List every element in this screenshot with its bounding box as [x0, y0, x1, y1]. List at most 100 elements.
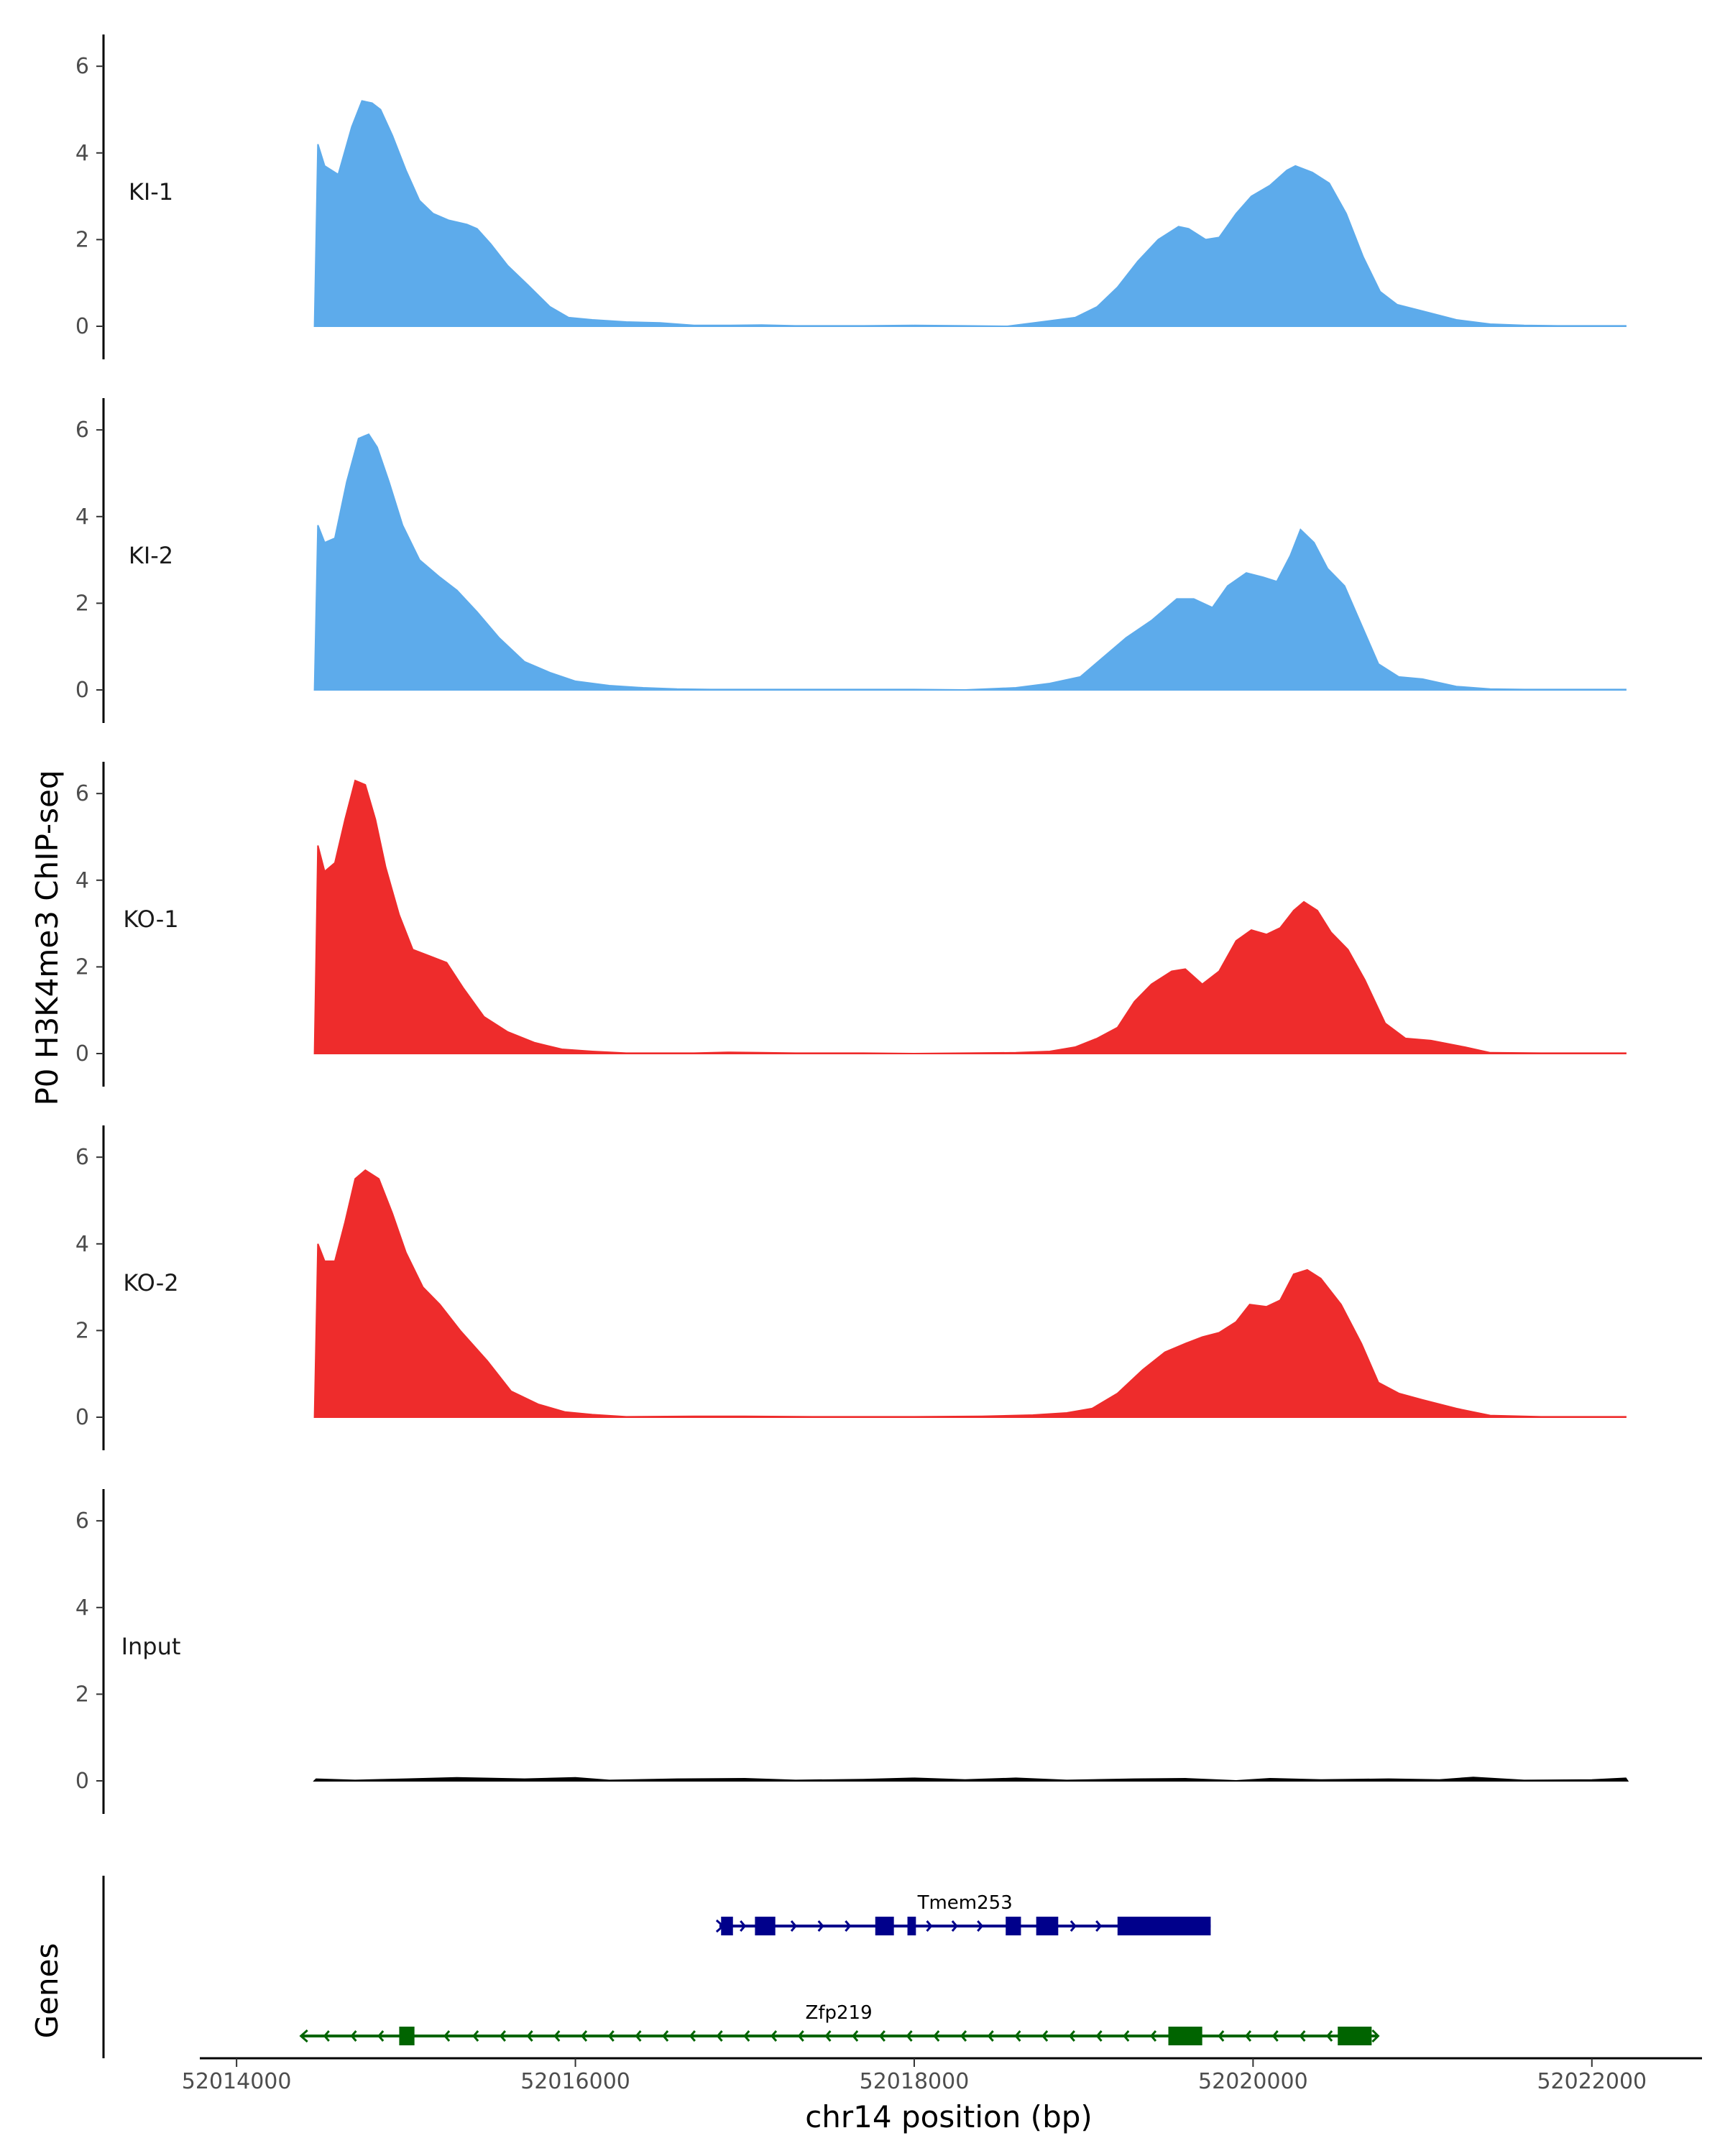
y-tick-label: 2 — [75, 591, 89, 616]
y-axis-title: P0 H3K4me3 ChIP-seq — [29, 770, 65, 1105]
strand-arrow — [852, 2030, 859, 2042]
strand-arrow — [987, 2030, 994, 2042]
strand-arrow — [1095, 2030, 1103, 2042]
strand-arrow — [1070, 1920, 1077, 1932]
y-tick-label: 0 — [75, 1041, 89, 1067]
strand-arrow — [689, 2030, 696, 2042]
x-tick-label: 52022000 — [1537, 2069, 1647, 2094]
strand-arrow — [635, 2030, 642, 2042]
y-tick-label: 4 — [75, 1232, 89, 1257]
y-tick-label: 0 — [75, 1405, 89, 1430]
strand-arrow — [1299, 2030, 1306, 2042]
exon — [1006, 1917, 1021, 1935]
track-label-input: Input — [121, 1633, 181, 1660]
exon — [755, 1917, 776, 1935]
signal-area-ki-1 — [313, 100, 1627, 328]
strand-arrow — [715, 1919, 725, 1933]
y-tick-label: 6 — [75, 418, 89, 443]
y-tick-label: 6 — [75, 1508, 89, 1534]
y-tick-label: 2 — [75, 227, 89, 252]
y-tick-label: 6 — [75, 781, 89, 806]
strand-arrow — [960, 2030, 967, 2042]
tracks-layer: 0 2 4 6 KI-1 0 2 4 6 KI-2 0 2 4 6 KO-1 0 2 4 6 KO-2 0 2 4 6 Inpu… — [75, 34, 1629, 1814]
y-tick-label: 6 — [75, 54, 89, 79]
strand-arrow — [1371, 2029, 1380, 2043]
strand-arrow — [1271, 2030, 1279, 2042]
exon — [1036, 1917, 1059, 1935]
strand-arrow — [1149, 2030, 1157, 2042]
y-tick-label: 0 — [75, 314, 89, 339]
track-label-ki-1: KI-1 — [129, 178, 173, 206]
x-tick-label: 52014000 — [182, 2069, 292, 2094]
y-tick-label: 0 — [75, 678, 89, 703]
strand-arrow — [926, 1920, 933, 1932]
track-panel-ki-1: 0 2 4 6 KI-1 — [75, 34, 1627, 359]
y-tick-label: 4 — [75, 141, 89, 166]
gene-label-tmem253: Tmem253 — [917, 1892, 1013, 1914]
strand-arrow — [743, 2030, 750, 2042]
y-tick-label: 2 — [75, 954, 89, 980]
strand-arrow — [350, 2030, 357, 2042]
strand-arrow — [933, 2030, 940, 2042]
x-axis-title: chr14 position (bp) — [805, 2099, 1092, 2134]
exon — [875, 1917, 894, 1935]
strand-arrow — [323, 2030, 330, 2042]
exon — [1168, 2027, 1202, 2045]
track-label-ki-2: KI-2 — [129, 542, 173, 569]
x-axis: 52014000 52016000 52018000 52020000 52022000 — [182, 2057, 1702, 2094]
signal-area-ko-2 — [313, 1169, 1627, 1418]
signal-area-ko-1 — [313, 779, 1627, 1055]
gene-zfp219: Zfp219 — [299, 2002, 1380, 2045]
track-panel-input: 0 2 4 6 Input — [75, 1489, 1629, 1814]
exon — [721, 1917, 733, 1935]
strand-arrow — [1014, 2030, 1021, 2042]
strand-arrow — [845, 1920, 852, 1932]
track-label-ko-2: KO-2 — [123, 1269, 178, 1296]
strand-arrow — [499, 2030, 506, 2042]
x-tick-label: 52016000 — [520, 2069, 630, 2094]
strand-arrow — [824, 2030, 832, 2042]
strand-arrow — [662, 2030, 669, 2042]
track-panel-ko-1: 0 2 4 6 KO-1 — [75, 762, 1627, 1087]
strand-arrow — [817, 1920, 824, 1932]
genes-axis-title: Genes — [29, 1943, 65, 2039]
strand-arrow — [1326, 2030, 1333, 2042]
strand-arrow — [770, 2030, 778, 2042]
track-panel-ko-2: 0 2 4 6 KO-2 — [75, 1125, 1627, 1450]
gene-label-zfp219: Zfp219 — [806, 2002, 873, 2024]
strand-arrow — [1041, 2030, 1049, 2042]
exon — [399, 2027, 415, 2045]
strand-arrow — [299, 2029, 308, 2043]
strand-arrow — [1123, 2030, 1130, 2042]
y-tick-label: 4 — [75, 505, 89, 530]
strand-arrow — [377, 2030, 385, 2042]
genes-layer: Tmem253 Zfp219 — [102, 1876, 1380, 2058]
strand-arrow — [790, 1920, 797, 1932]
strand-arrow — [526, 2030, 533, 2042]
strand-arrow — [797, 2030, 804, 2042]
strand-arrow — [581, 2030, 588, 2042]
strand-arrow — [443, 2030, 451, 2042]
y-tick-label: 0 — [75, 1769, 89, 1794]
y-tick-label: 2 — [75, 1682, 89, 1707]
track-label-ko-1: KO-1 — [123, 906, 178, 933]
strand-arrow — [472, 2030, 479, 2042]
strand-arrow — [716, 2030, 723, 2042]
strand-arrow — [977, 1920, 984, 1932]
strand-arrow — [878, 2030, 886, 2042]
exon — [907, 1917, 916, 1935]
strand-arrow — [1218, 2030, 1225, 2042]
strand-arrow — [1068, 2030, 1075, 2042]
exon — [1338, 2027, 1372, 2045]
y-tick-label: 6 — [75, 1145, 89, 1170]
x-tick-label: 52018000 — [860, 2069, 970, 2094]
strand-arrow — [607, 2030, 615, 2042]
signal-area-ki-2 — [313, 433, 1627, 691]
signal-area-input — [313, 1777, 1629, 1782]
strand-arrow — [553, 2030, 561, 2042]
gene-tmem253: Tmem253 — [715, 1892, 1211, 1935]
x-tick-label: 52020000 — [1198, 2069, 1308, 2094]
strand-arrow — [906, 2030, 913, 2042]
track-panel-ki-2: 0 2 4 6 KI-2 — [75, 398, 1627, 723]
